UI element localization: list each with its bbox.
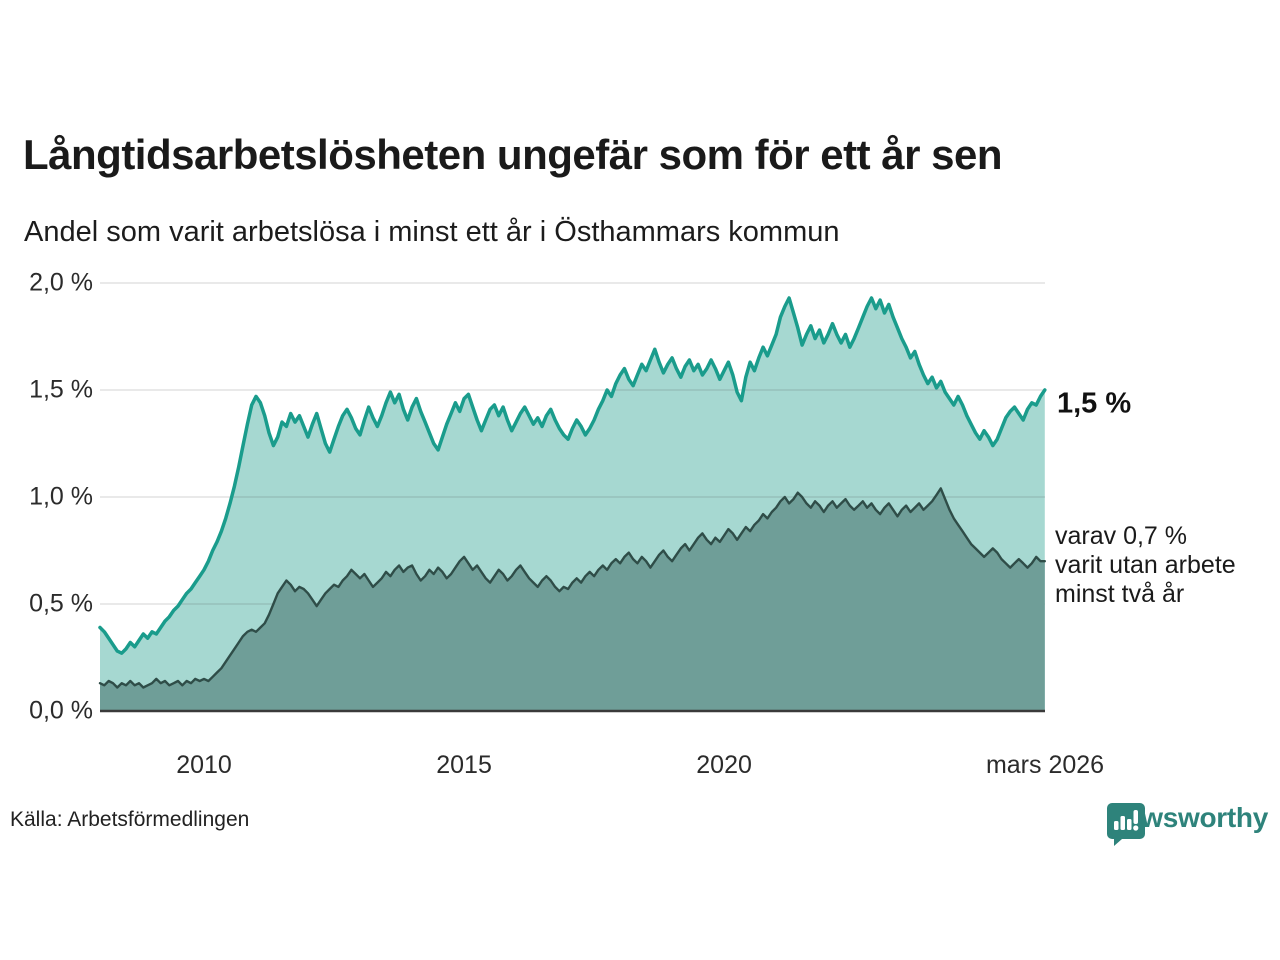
y-tick-label: 2,0 %: [29, 268, 93, 297]
y-tick-label: 1,5 %: [29, 375, 93, 404]
y-tick-label: 0,5 %: [29, 589, 93, 618]
x-tick-label: 2015: [436, 751, 492, 779]
x-tick-label: 2010: [176, 751, 232, 779]
chart-subtitle: Andel som varit arbetslösa i minst ett å…: [24, 216, 840, 248]
latest-value-label: 1,5 %: [1057, 387, 1132, 420]
series-two-year-area: [100, 488, 1045, 711]
subset-label-line3: minst två år: [1055, 580, 1185, 608]
source-credit: Källa: Arbetsförmedlingen: [10, 808, 250, 831]
subset-label-line2: varit utan arbete: [1055, 551, 1236, 579]
subset-label-line1: varav 0,7 %: [1055, 522, 1188, 550]
bar-chart-speech-bubble-icon: [1107, 803, 1146, 846]
x-tick-label: 2020: [696, 751, 752, 779]
series-one-year-line: [98, 296, 1047, 655]
y-tick-label: 1,0 %: [29, 482, 93, 511]
series-two-year-line: [98, 487, 1046, 689]
x-tick-label: mars 2026: [985, 751, 1105, 779]
subset-value-label: varav 0,7 % varit utan arbete minst två …: [1055, 522, 1236, 609]
brand-logo: Newsworthy: [1106, 802, 1268, 846]
y-tick-label: 0,0 %: [29, 696, 93, 725]
page-title: Långtidsarbetslösheten ungefär som för e…: [23, 131, 1003, 178]
